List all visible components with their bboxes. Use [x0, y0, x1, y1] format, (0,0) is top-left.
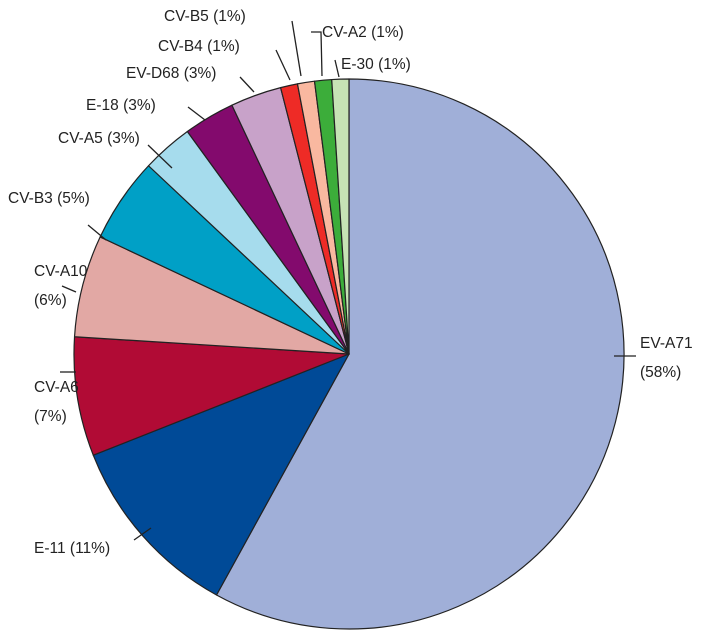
leader-line-cv-b3	[87, 224, 107, 241]
slice-label-cv-b5: CV-B5 (1%)	[164, 8, 246, 25]
slice-label-name: E-11	[34, 540, 70, 557]
slice-label-name: E-30	[341, 56, 378, 73]
slice-label-e-30: E-30 (1%)	[341, 56, 411, 73]
pie-slice-e-11	[92, 353, 350, 596]
slice-label-percent: (1%)	[213, 8, 246, 25]
slice-label-percent: (58%)	[640, 364, 681, 381]
slice-label-percent: (1%)	[378, 56, 411, 73]
slice-label-cv-a10: CV-A10 (6%)	[34, 263, 88, 309]
leader-line-e-30	[334, 59, 340, 78]
slice-label-name: CV-B5	[164, 8, 213, 25]
slice-label-cv-a5: CV-A5 (3%)	[58, 130, 140, 147]
slice-label-name: CV-A10	[34, 263, 88, 280]
slice-label-percent: (6%)	[34, 292, 67, 309]
leader-line-e-11	[133, 527, 152, 541]
slice-label-name: CV-B3	[8, 190, 57, 207]
slice-label-ev-d68: EV-D68 (3%)	[126, 65, 216, 82]
pie-slices	[73, 78, 625, 630]
slice-label-percent: (11%)	[70, 540, 110, 557]
slice-label-percent: (7%)	[34, 408, 67, 425]
slice-label-name: CV-A5	[58, 130, 107, 147]
pie-slice-ev-a71	[215, 78, 625, 630]
slice-label-percent: (1%)	[207, 38, 240, 55]
slice-label-percent: (3%)	[184, 65, 217, 82]
slice-label-e-11: E-11 (11%)	[34, 540, 110, 557]
slice-label-ev-a71: EV-A71 (58%)	[640, 335, 693, 381]
slice-label-percent: (5%)	[57, 190, 90, 207]
slice-label-cv-a6: CV-A6 (7%)	[34, 379, 79, 425]
slice-label-cv-a2: CV-A2 (1%)	[322, 24, 404, 41]
slice-label-percent: (1%)	[371, 24, 404, 41]
slice-label-percent: (3%)	[123, 97, 156, 114]
leader-line-cv-a2	[311, 31, 323, 77]
slice-label-name: CV-B4	[158, 38, 207, 55]
leader-line-cv-a10	[61, 285, 77, 293]
leader-line-ev-d68	[239, 76, 255, 93]
slice-labels: EV-A71 (58%) E-11 (11%) CV-A6 (7%) CV-A10 (6%)…	[8, 8, 693, 557]
slice-label-name: E-18	[86, 97, 123, 114]
leader-lines	[60, 20, 636, 541]
slice-label-name: CV-A2	[322, 24, 371, 41]
slice-label-cv-b4: CV-B4 (1%)	[158, 38, 240, 55]
leader-line-e-18	[187, 106, 206, 121]
leader-line-cv-a5	[147, 144, 173, 169]
pie-slice-cv-a6	[73, 336, 350, 456]
pie-slice-e-30	[331, 78, 350, 355]
leader-line-cv-b4	[275, 49, 291, 81]
slice-label-name: EV-A71	[640, 335, 693, 352]
slice-label-name: EV-D68	[126, 65, 184, 82]
slice-label-cv-b3: CV-B3 (5%)	[8, 190, 90, 207]
slice-label-e-18: E-18 (3%)	[86, 97, 156, 114]
slice-label-percent: (3%)	[107, 130, 140, 147]
leader-line-cv-b5	[291, 20, 302, 77]
slice-label-name: CV-A6	[34, 379, 79, 396]
